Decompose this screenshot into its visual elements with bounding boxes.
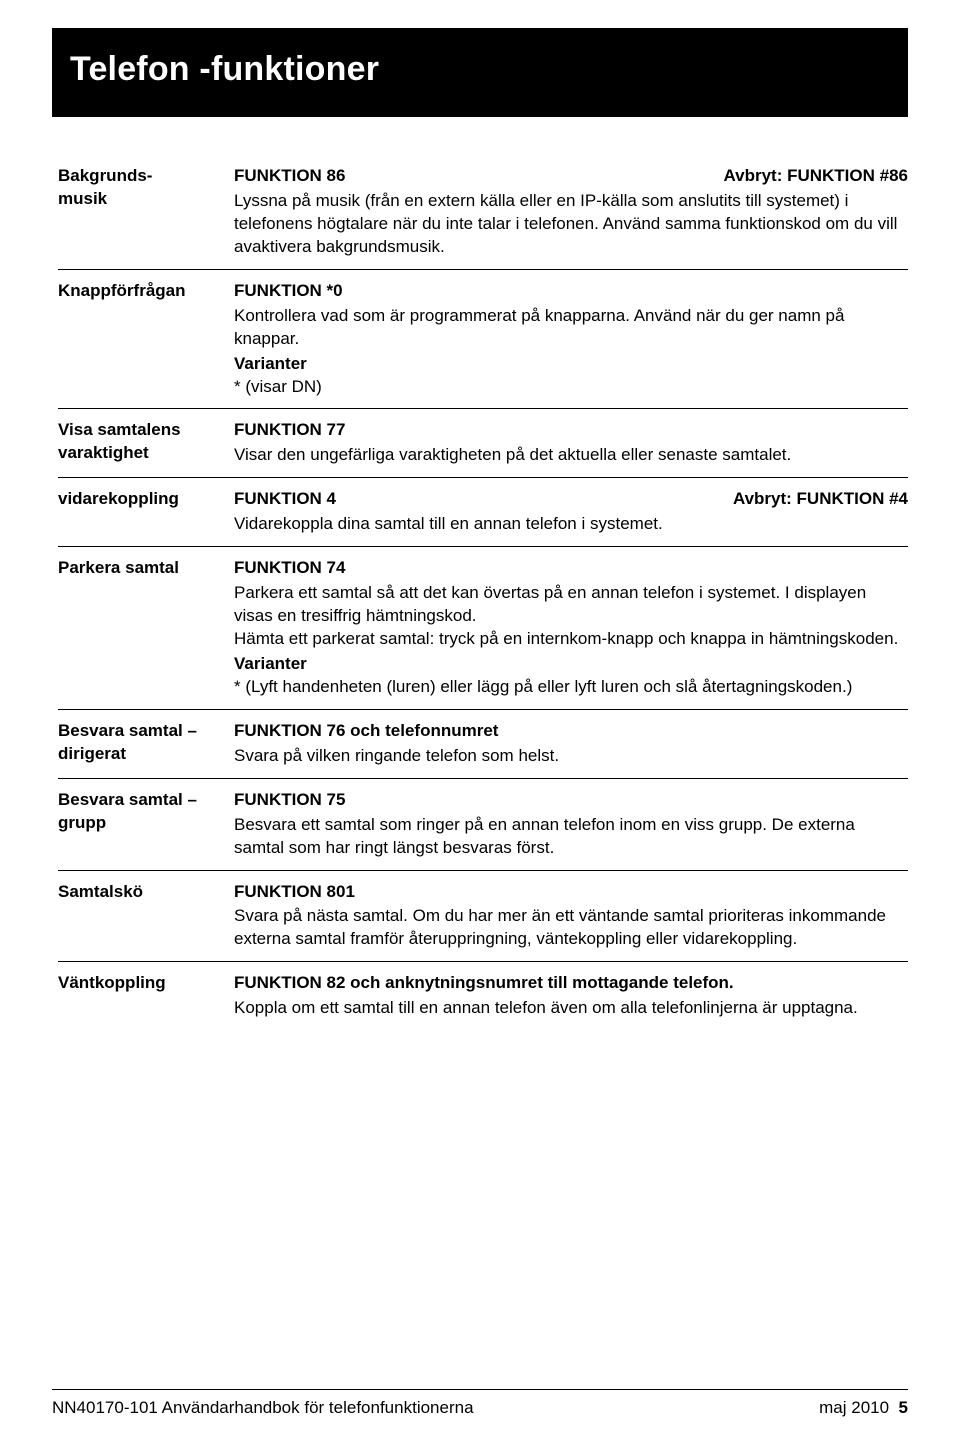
page-footer: NN40170-101 Användarhandbok för telefonf… [52, 1389, 908, 1418]
feature-body: FUNKTION 82 och anknytningsnumret till m… [234, 972, 908, 1020]
footer-date: maj 2010 [819, 1398, 889, 1417]
feature-label: Bakgrunds-musik [58, 165, 234, 259]
feature-func-line: FUNKTION 4 Avbryt: FUNKTION #4 [234, 488, 908, 511]
feature-func-line: FUNKTION 74 [234, 557, 908, 580]
feature-row: Besvara samtal – dirigerat FUNKTION 76 o… [58, 720, 908, 779]
feature-desc: Parkera ett samtal så att det kan överta… [234, 582, 908, 651]
feature-body: FUNKTION 86 Avbryt: FUNKTION #86 Lyssna … [234, 165, 908, 259]
feature-row: Knappförfrågan FUNKTION *0 Kontrollera v… [58, 280, 908, 410]
footer-right: maj 2010 5 [819, 1398, 908, 1418]
feature-desc: Koppla om ett samtal till en annan telef… [234, 997, 908, 1020]
feature-func: FUNKTION 77 [234, 419, 345, 442]
feature-func-line: FUNKTION 76 och telefonnumret [234, 720, 908, 743]
feature-variants-title: Varianter [234, 653, 908, 676]
feature-body: FUNKTION 4 Avbryt: FUNKTION #4 Vidarekop… [234, 488, 908, 536]
feature-func: FUNKTION 86 [234, 165, 345, 188]
feature-func: FUNKTION 74 [234, 557, 345, 580]
feature-label: Väntkoppling [58, 972, 234, 1020]
feature-func-line: FUNKTION 86 Avbryt: FUNKTION #86 [234, 165, 908, 188]
feature-func: FUNKTION 801 [234, 881, 355, 904]
feature-body: FUNKTION 74 Parkera ett samtal så att de… [234, 557, 908, 699]
footer-rule [52, 1389, 908, 1390]
feature-desc: Svara på nästa samtal. Om du har mer än … [234, 905, 908, 951]
feature-row: Besvara samtal – grupp FUNKTION 75 Besva… [58, 789, 908, 871]
feature-body: FUNKTION 75 Besvara ett samtal som ringe… [234, 789, 908, 860]
feature-desc: Lyssna på musik (från en extern källa el… [234, 190, 908, 259]
page: Telefon -funktioner Bakgrunds-musik FUNK… [0, 0, 960, 1440]
feature-body: FUNKTION 801 Svara på nästa samtal. Om d… [234, 881, 908, 952]
page-title: Telefon -funktioner [70, 50, 890, 89]
feature-body: FUNKTION 77 Visar den ungefärliga varakt… [234, 419, 908, 467]
feature-desc: Vidarekoppla dina samtal till en annan t… [234, 513, 908, 536]
feature-row: Parkera samtal FUNKTION 74 Parkera ett s… [58, 557, 908, 710]
feature-cancel: Avbryt: FUNKTION #4 [733, 488, 908, 511]
feature-variants: * (Lyft handenheten (luren) eller lägg p… [234, 676, 908, 699]
feature-label: Samtalskö [58, 881, 234, 952]
feature-desc: Svara på vilken ringande telefon som hel… [234, 745, 908, 768]
feature-func: FUNKTION 75 [234, 789, 345, 812]
feature-func: FUNKTION *0 [234, 280, 343, 303]
feature-label: Knappförfrågan [58, 280, 234, 399]
feature-row: Visa samtalens varaktighet FUNKTION 77 V… [58, 419, 908, 478]
feature-label: vidarekoppling [58, 488, 234, 536]
feature-row: Bakgrunds-musik FUNKTION 86 Avbryt: FUNK… [58, 165, 908, 270]
feature-body: FUNKTION 76 och telefonnumret Svara på v… [234, 720, 908, 768]
feature-body: FUNKTION *0 Kontrollera vad som är progr… [234, 280, 908, 399]
feature-func-line: FUNKTION 801 [234, 881, 908, 904]
feature-func-line: FUNKTION 75 [234, 789, 908, 812]
feature-func-line: FUNKTION 77 [234, 419, 908, 442]
feature-label: Parkera samtal [58, 557, 234, 699]
page-header: Telefon -funktioner [52, 28, 908, 117]
feature-label: Visa samtalens varaktighet [58, 419, 234, 467]
footer-doc-id: NN40170-101 Användarhandbok för telefonf… [52, 1398, 474, 1418]
footer-row: NN40170-101 Användarhandbok för telefonf… [52, 1398, 908, 1418]
feature-func-line: FUNKTION *0 [234, 280, 908, 303]
feature-row: vidarekoppling FUNKTION 4 Avbryt: FUNKTI… [58, 488, 908, 547]
content-area: Bakgrunds-musik FUNKTION 86 Avbryt: FUNK… [52, 165, 908, 1030]
footer-page-number: 5 [899, 1398, 908, 1417]
feature-label: Besvara samtal – dirigerat [58, 720, 234, 768]
feature-cancel: Avbryt: FUNKTION #86 [723, 165, 908, 188]
feature-row: Samtalskö FUNKTION 801 Svara på nästa sa… [58, 881, 908, 963]
feature-func-line: FUNKTION 82 och anknytningsnumret till m… [234, 972, 908, 995]
feature-variants: * (visar DN) [234, 376, 908, 399]
feature-variants-title: Varianter [234, 353, 908, 376]
feature-desc: Visar den ungefärliga varaktigheten på d… [234, 444, 908, 467]
feature-row: Väntkoppling FUNKTION 82 och anknytnings… [58, 972, 908, 1030]
feature-func: FUNKTION 82 och anknytningsnumret till m… [234, 972, 734, 995]
feature-func: FUNKTION 76 och telefonnumret [234, 720, 498, 743]
feature-func: FUNKTION 4 [234, 488, 336, 511]
feature-label: Besvara samtal – grupp [58, 789, 234, 860]
feature-desc: Kontrollera vad som är programmerat på k… [234, 305, 908, 351]
feature-desc: Besvara ett samtal som ringer på en anna… [234, 814, 908, 860]
